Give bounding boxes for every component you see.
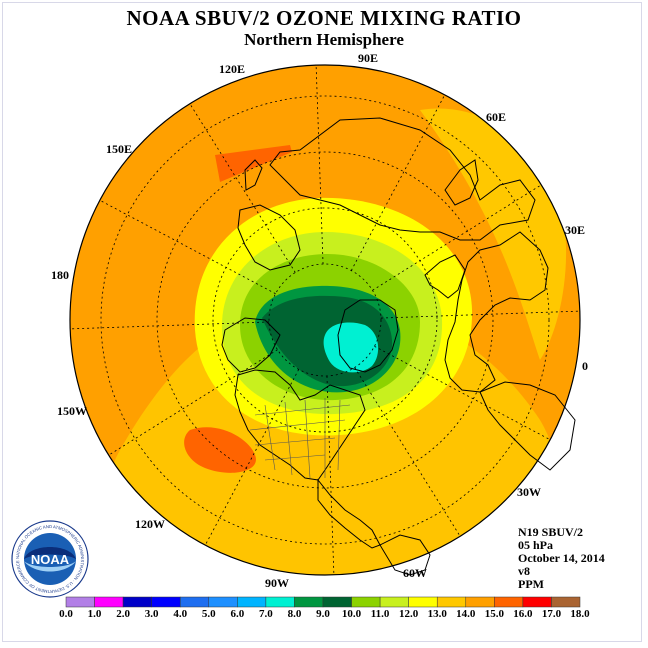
color-scale-swatch-16 bbox=[522, 596, 552, 608]
lon-label-150e: 150E bbox=[106, 142, 133, 156]
lon-label-150w: 150W bbox=[57, 404, 87, 418]
color-scale-swatch-12 bbox=[408, 596, 438, 608]
color-scale-swatch-10 bbox=[351, 596, 381, 608]
color-scale-swatch-9 bbox=[322, 596, 352, 608]
color-scale-label: 12.0 bbox=[399, 608, 419, 620]
ozone-band-13-14-east bbox=[420, 108, 567, 360]
meridian-90w bbox=[326, 375, 335, 575]
coast-asia bbox=[269, 117, 536, 241]
lon-label-90e: 90E bbox=[358, 51, 379, 65]
coast-central-america bbox=[317, 478, 381, 549]
color-scale-label: 9.0 bbox=[316, 608, 330, 620]
lon-label-0: 0 bbox=[582, 359, 588, 373]
latitude-circle-45n bbox=[156, 151, 494, 489]
color-scale-label: 2.0 bbox=[116, 608, 130, 620]
coast-greenland bbox=[337, 299, 399, 373]
lon-label-120e: 120E bbox=[219, 62, 246, 76]
map-title: NOAA SBUV/2 OZONE MIXING RATIO bbox=[126, 6, 522, 30]
color-scale-label: 18.0 bbox=[570, 608, 590, 620]
lon-label-90w: 90W bbox=[265, 576, 289, 590]
coast-scandinavia bbox=[424, 254, 466, 299]
color-scale-swatch-5 bbox=[208, 596, 238, 608]
meridian-120w bbox=[204, 369, 300, 546]
color-scale-swatch-4 bbox=[179, 596, 210, 608]
meridian-180 bbox=[70, 321, 270, 330]
color-scale-swatch-1 bbox=[94, 596, 124, 608]
latitude-circle-30n bbox=[100, 95, 550, 545]
lon-label-30w: 30W bbox=[517, 485, 541, 499]
meridian-0 bbox=[380, 310, 580, 319]
map-boundary bbox=[69, 64, 581, 576]
color-scale-swatch-2 bbox=[122, 596, 152, 608]
ozone-band-15-16-north bbox=[215, 145, 292, 182]
meridian-30w bbox=[374, 345, 551, 441]
color-scale-label: 11.0 bbox=[370, 608, 390, 620]
lon-label-60e: 60E bbox=[486, 110, 507, 124]
logo-text: NOAA bbox=[31, 552, 70, 567]
color-scale-label: 13.0 bbox=[427, 608, 447, 620]
color-scale-swatch-14 bbox=[465, 596, 495, 608]
graticule bbox=[70, 65, 580, 575]
color-scale-swatch-17 bbox=[551, 596, 581, 608]
color-scale-label: 16.0 bbox=[513, 608, 533, 620]
color-scale-swatch-15 bbox=[494, 596, 524, 608]
map-subtitle: Northern Hemisphere bbox=[244, 30, 404, 49]
lon-label-120w: 120W bbox=[135, 517, 165, 531]
figure-frame bbox=[2, 2, 642, 642]
instrument-label: N19 SBUV/2 bbox=[518, 525, 584, 539]
color-scale-label: 0.0 bbox=[59, 608, 73, 620]
color-scale-bar bbox=[65, 596, 581, 608]
coast-africa bbox=[479, 381, 576, 471]
meridian-60e bbox=[350, 94, 446, 271]
color-scale-label: 15.0 bbox=[484, 608, 504, 620]
coast-europe bbox=[444, 231, 549, 393]
color-scale-label: 10.0 bbox=[341, 608, 362, 620]
latitude-circle-60n bbox=[212, 207, 438, 433]
noaa-logo: NOAA NATIONAL OCEANIC AND ATMOSPHERIC AD… bbox=[11, 520, 89, 598]
version-label: v8 bbox=[518, 564, 530, 578]
color-scale-label: 4.0 bbox=[173, 608, 188, 620]
data-info-block: N19 SBUV/2 05 hPa October 14, 2014 v8 PP… bbox=[518, 526, 605, 591]
meridian-120e bbox=[189, 103, 296, 273]
lon-label-30e: 30E bbox=[565, 223, 586, 237]
color-scale-label: 8.0 bbox=[287, 608, 302, 620]
color-scale-label: 14.0 bbox=[456, 608, 476, 620]
color-scale-swatch-11 bbox=[379, 596, 409, 608]
us-state-grid bbox=[249, 398, 351, 479]
coast-south-america bbox=[379, 534, 431, 576]
color-scale-swatch-3 bbox=[151, 596, 181, 608]
coast-alaska bbox=[221, 317, 281, 373]
coastlines bbox=[221, 117, 576, 576]
color-scale-swatch-13 bbox=[436, 596, 467, 608]
color-scale-swatch-6 bbox=[237, 596, 267, 608]
lon-label-60w: 60W bbox=[403, 566, 427, 580]
coast-japan bbox=[244, 159, 263, 191]
date-label: October 14, 2014 bbox=[518, 551, 605, 565]
coast-siberia bbox=[237, 204, 301, 271]
meridian-150w bbox=[108, 349, 278, 456]
meridian-30e bbox=[372, 184, 542, 291]
color-scale-label: 7.0 bbox=[259, 608, 273, 620]
color-scale-label: 5.0 bbox=[201, 608, 216, 620]
color-scale-label: 6.0 bbox=[230, 608, 245, 620]
color-scale-label: 1.0 bbox=[87, 608, 102, 620]
color-scale-swatch-8 bbox=[294, 596, 324, 608]
coast-north-america bbox=[234, 369, 366, 481]
pressure-level-label: 05 hPa bbox=[518, 538, 554, 552]
coast-india bbox=[444, 159, 479, 206]
meridian-60w bbox=[354, 367, 461, 537]
meridian-90e bbox=[315, 65, 324, 265]
units-label: PPM bbox=[518, 577, 544, 591]
lon-label-180: 180 bbox=[51, 268, 69, 282]
latitude-circle-75n bbox=[268, 263, 382, 377]
meridian-150e bbox=[99, 199, 276, 295]
color-scale-label: 3.0 bbox=[144, 608, 159, 620]
color-scale-label: 17.0 bbox=[541, 608, 562, 620]
ozone-band-15-16-pacific bbox=[184, 427, 256, 473]
ozone-field bbox=[70, 65, 580, 575]
ozone-band-7-8 bbox=[323, 322, 379, 373]
color-scale-swatch-7 bbox=[265, 596, 295, 608]
